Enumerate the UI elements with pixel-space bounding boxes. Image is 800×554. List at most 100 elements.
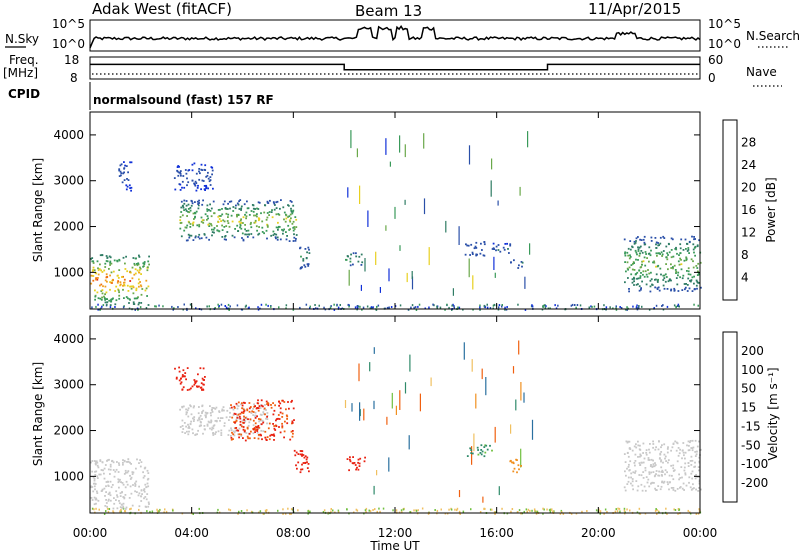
scatter-speckle: [511, 508, 514, 510]
scatter-cell: [220, 417, 222, 419]
scatter-cell: [204, 411, 207, 414]
scatter-streak: [411, 271, 413, 280]
scatter-streak: [458, 226, 460, 245]
scatter-speckle: [192, 513, 194, 515]
scatter-cell: [686, 242, 688, 245]
scatter-cell: [131, 473, 134, 475]
scatter-cell: [123, 171, 125, 174]
scatter-cell: [236, 407, 239, 410]
scatter-cell: [258, 218, 261, 220]
scatter-cell: [677, 290, 680, 292]
scatter-cell: [246, 200, 248, 203]
scatter-cell: [181, 406, 184, 409]
scatter-cell: [664, 455, 667, 458]
scatter-cell: [639, 245, 642, 248]
scatter-cell: [188, 234, 191, 237]
time-axis-label: Time UT: [369, 539, 420, 553]
scatter-cell: [144, 289, 147, 292]
scatter-cell: [697, 270, 699, 273]
scatter-cell: [228, 429, 231, 432]
scatter-cell: [92, 270, 94, 273]
scatter-cell: [191, 385, 194, 388]
scatter-cell: [626, 261, 629, 264]
scatter-cell: [294, 216, 297, 218]
scatter-cell: [182, 175, 185, 177]
scatter-speckle: [402, 508, 405, 511]
scatter-speckle: [284, 512, 287, 515]
scatter-speckle: [356, 509, 359, 512]
scatter-cell: [271, 216, 274, 219]
scatter-speckle: [101, 305, 103, 308]
scatter-cell: [104, 495, 106, 497]
scatter-cell: [683, 469, 686, 472]
scatter-cell: [672, 255, 675, 258]
scatter-cell: [238, 427, 241, 430]
scatter-cell: [126, 461, 128, 463]
scatter-cell: [643, 241, 646, 244]
scatter-cell: [134, 268, 137, 271]
scatter-cell: [125, 255, 127, 258]
scatter-cell: [188, 236, 191, 239]
scatter-cell: [646, 481, 649, 484]
scatter-cell: [352, 263, 354, 266]
scatter-cell: [697, 282, 700, 284]
scatter-cell: [623, 453, 626, 455]
scatter-cell: [227, 216, 229, 218]
scatter-cell: [114, 303, 117, 306]
scatter-speckle: [632, 305, 634, 308]
scatter-speckle: [623, 507, 626, 510]
scatter-cell: [181, 431, 184, 433]
date-title: 11/Apr/2015: [588, 0, 681, 18]
scatter-cell: [275, 418, 278, 420]
scatter-cell: [97, 499, 100, 502]
scatter-cell: [655, 278, 657, 281]
scatter-cell: [258, 226, 260, 228]
scatter-speckle: [629, 509, 631, 512]
scatter-cell: [700, 286, 702, 289]
scatter-cell: [210, 428, 213, 431]
scatter-cell: [635, 446, 638, 449]
scatter-cell: [663, 287, 666, 290]
scatter-cell: [693, 282, 695, 285]
scatter-cell: [292, 209, 295, 212]
scatter-speckle: [518, 509, 521, 512]
scatter-cell: [143, 262, 146, 264]
scatter-cell: [134, 483, 137, 486]
scatter-cell: [694, 477, 697, 480]
scatter-cell: [484, 444, 487, 447]
scatter-cell: [202, 180, 205, 182]
scatter-cell: [698, 469, 700, 472]
scatter-speckle: [149, 510, 151, 513]
scatter-cell: [218, 215, 221, 217]
scatter-cell: [655, 470, 658, 472]
scatter-cell: [245, 217, 247, 220]
scatter-cell: [101, 254, 104, 257]
scatter-cell: [357, 458, 360, 461]
scatter-cell: [143, 489, 145, 492]
scatter-cell: [690, 464, 693, 466]
scatter-streak: [388, 268, 390, 282]
scatter-cell: [656, 287, 659, 290]
scatter-cell: [200, 421, 202, 424]
scatter-cell: [306, 467, 309, 469]
scatter-streak: [519, 186, 521, 196]
scatter-cell: [267, 202, 270, 204]
scatter-cell: [261, 419, 264, 422]
scatter-cell: [636, 253, 638, 256]
scatter-cell: [469, 447, 472, 450]
scatter-cell: [214, 433, 217, 435]
scatter-cell: [243, 417, 245, 420]
scatter-speckle: [678, 508, 681, 511]
scatter-cell: [662, 481, 665, 484]
scatter-cell: [179, 170, 182, 172]
scatter-cell: [641, 263, 643, 266]
scatter-streak: [529, 243, 531, 255]
scatter-cell: [214, 408, 217, 410]
scatter-cell: [109, 304, 112, 306]
ytick-label: 3000: [53, 174, 84, 188]
scatter-cell: [208, 180, 211, 183]
scatter-speckle: [697, 304, 699, 307]
scatter-cell: [119, 170, 122, 173]
power-cbar-label: Power [dB]: [764, 177, 778, 242]
scatter-cell: [125, 506, 128, 509]
